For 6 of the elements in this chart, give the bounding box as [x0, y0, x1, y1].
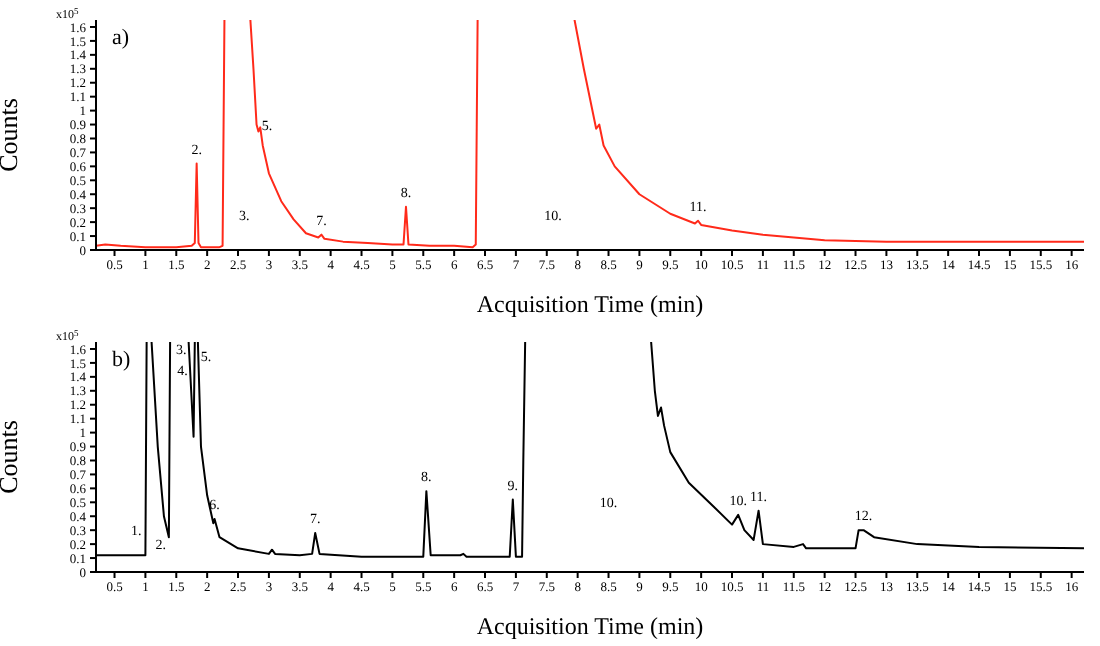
annotation: b)	[112, 348, 131, 372]
y-axis-title: Counts	[0, 98, 24, 172]
x-axis-title: Acquisition Time (min)	[476, 290, 704, 318]
x-axis-title: Acquisition Time (min)	[476, 612, 704, 640]
y-axis-title: Counts	[0, 420, 24, 494]
annotation: a)	[112, 26, 130, 50]
